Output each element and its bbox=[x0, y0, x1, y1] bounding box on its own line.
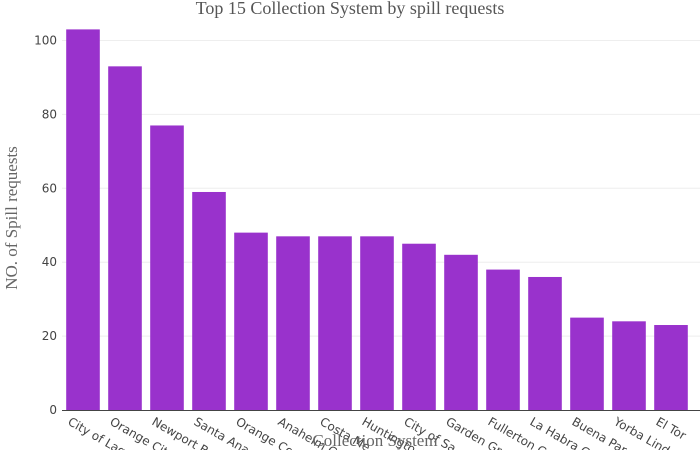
bar-4[interactable] bbox=[192, 191, 226, 410]
y-tick-label-20: 20 bbox=[42, 329, 57, 343]
bar-6[interactable] bbox=[276, 236, 310, 410]
bar-7[interactable] bbox=[318, 236, 352, 410]
bar-8[interactable] bbox=[360, 236, 394, 410]
bar-13[interactable] bbox=[570, 317, 604, 410]
bar-9[interactable] bbox=[402, 243, 436, 410]
bar-2[interactable] bbox=[108, 66, 142, 410]
bar-10[interactable] bbox=[444, 254, 478, 410]
bars bbox=[66, 29, 688, 411]
y-tick-label-60: 60 bbox=[42, 181, 57, 195]
bar-15[interactable] bbox=[654, 325, 688, 410]
bar-11[interactable] bbox=[486, 269, 520, 410]
y-axis-ticks: 0 20 40 60 80 100 bbox=[34, 33, 57, 417]
bar-3[interactable] bbox=[150, 125, 184, 410]
chart-title: Top 15 Collection System by spill reques… bbox=[196, 0, 505, 18]
y-tick-label-100: 100 bbox=[34, 33, 57, 47]
x-axis-title: Collection System bbox=[312, 431, 437, 450]
y-axis-title: NO. of Spill requests bbox=[2, 146, 21, 290]
bar-14[interactable] bbox=[612, 321, 646, 410]
y-tick-label-80: 80 bbox=[42, 107, 57, 121]
bar-5[interactable] bbox=[234, 232, 268, 410]
y-tick-label-0: 0 bbox=[49, 403, 57, 417]
bar-1[interactable] bbox=[66, 29, 100, 411]
bar-12[interactable] bbox=[528, 276, 562, 410]
y-tick-label-40: 40 bbox=[42, 255, 57, 269]
